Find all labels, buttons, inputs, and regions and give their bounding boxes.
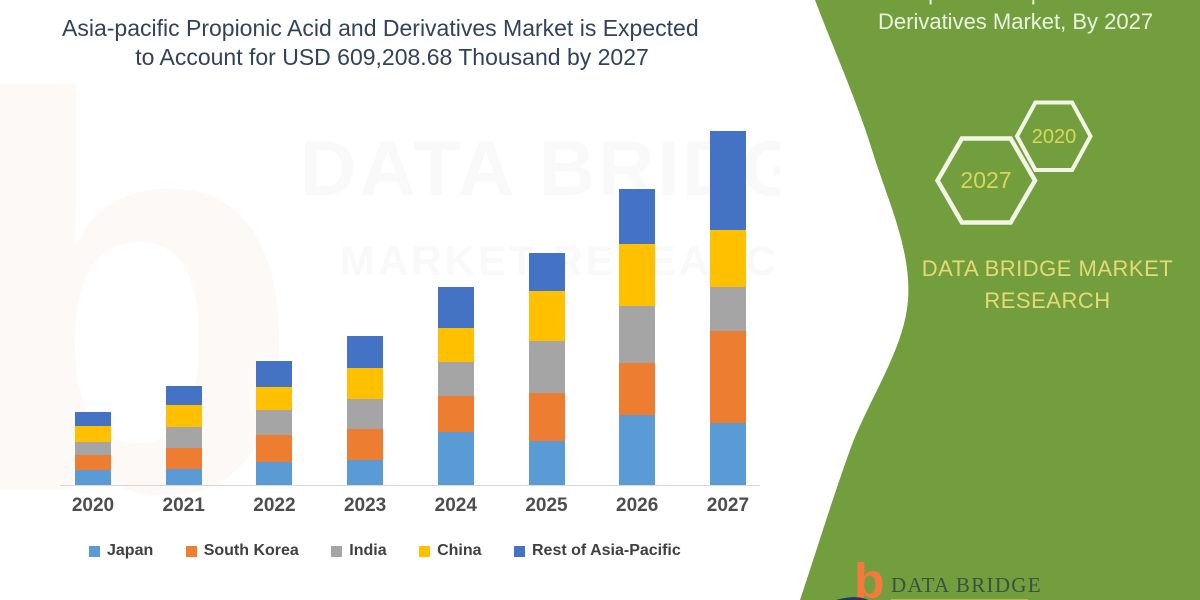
svg-text:b: b bbox=[854, 562, 885, 600]
svg-text:2020: 2020 bbox=[1032, 126, 1077, 148]
svg-text:DATA BRIDGE: DATA BRIDGE bbox=[891, 573, 1042, 597]
svg-text:2027: 2027 bbox=[960, 167, 1011, 193]
